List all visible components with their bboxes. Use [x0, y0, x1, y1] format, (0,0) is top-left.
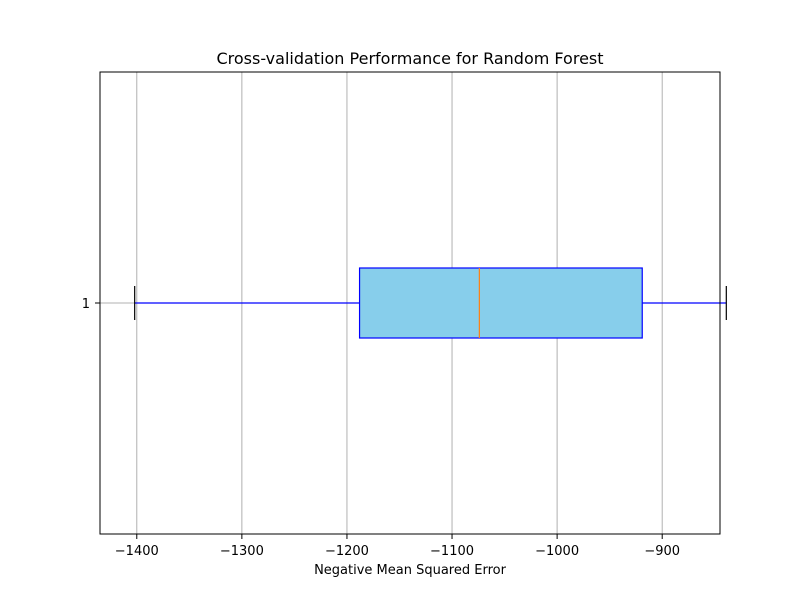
boxplot — [134, 267, 727, 339]
x-tick-label: −900 — [644, 544, 680, 559]
x-axis-ticks: −1400 −1300 −1200 −1100 −1000 −900 — [115, 534, 680, 559]
x-tick-label: −1100 — [430, 544, 474, 559]
x-tick-label: −1000 — [535, 544, 579, 559]
x-axis-label: Negative Mean Squared Error — [314, 563, 507, 578]
chart-title: Cross-validation Performance for Random … — [216, 49, 603, 68]
x-tick-label: −1200 — [325, 544, 369, 559]
y-tick-label: 1 — [82, 297, 90, 312]
y-axis-ticks: 1 — [82, 297, 100, 312]
box-iqr — [358, 267, 643, 339]
x-tick-label: −1400 — [115, 544, 159, 559]
x-tick-label: −1300 — [220, 544, 264, 559]
